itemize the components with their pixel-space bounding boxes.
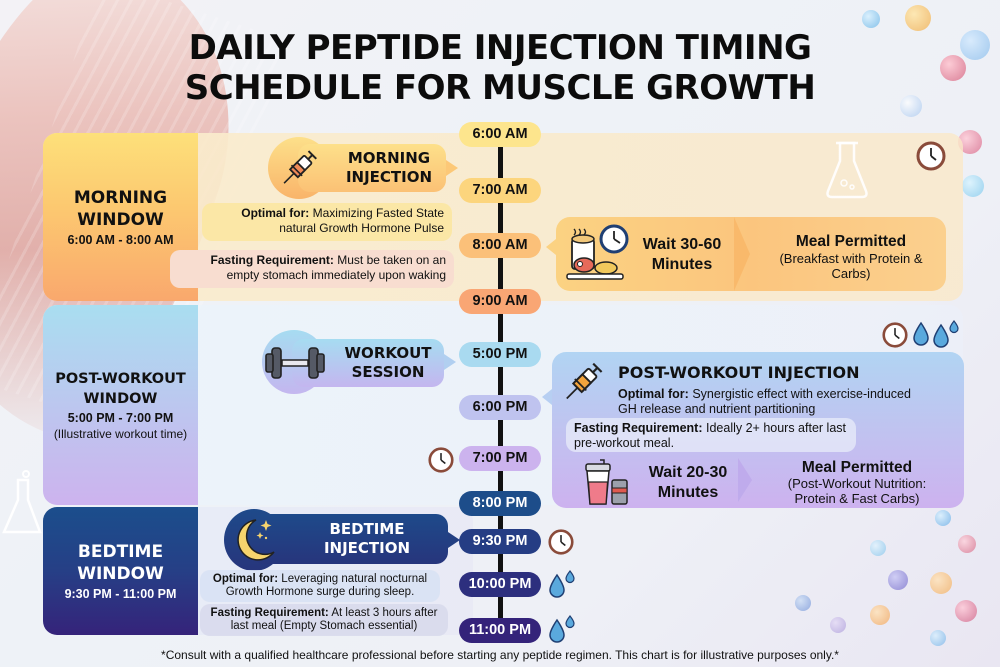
optimal-label: Optimal for: — [618, 387, 689, 401]
time-marker: 7:00 PM — [459, 446, 541, 471]
post-workout-fasting-text-2: pre-workout meal. — [574, 436, 675, 450]
morning-optimal-text-1: Maximizing Fasted State — [312, 206, 444, 220]
morning-window-label: MORNING WINDOW 6:00 AM - 8:00 AM — [43, 133, 198, 301]
water-drops-icon — [549, 570, 575, 598]
post-workout-injection-title: POST-WORKOUT INJECTION — [618, 363, 860, 382]
clock-icon — [882, 322, 908, 348]
flask-decoration-icon — [826, 141, 868, 199]
fasting-label: Fasting Requirement: — [210, 253, 334, 267]
morning-fasting-requirement: Fasting Requirement: Must be taken on an… — [170, 250, 454, 288]
post-workout-meal-title: Meal Permitted — [801, 459, 913, 476]
morning-injection-callout: MORNING INJECTION — [268, 137, 458, 199]
time-marker: 11:00 PM — [459, 618, 541, 643]
post-workout-wait-text-2: Minutes — [657, 484, 719, 501]
post-workout-window-note: (Illustrative workout time) — [53, 427, 188, 441]
post-workout-optimal-for: Optimal for: Synergistic effect with exe… — [618, 387, 911, 417]
time-marker: 8:00 PM — [459, 491, 541, 516]
clock-icon — [428, 447, 454, 473]
timeline-axis — [498, 140, 503, 640]
fasting-label: Fasting Requirement: — [574, 421, 703, 435]
morning-window-title-2: WINDOW — [77, 210, 164, 230]
bedtime-injection-title-1: BEDTIME — [329, 520, 405, 538]
time-marker: 5:00 PM — [459, 342, 541, 367]
time-marker: 6:00 PM — [459, 395, 541, 420]
post-workout-window-range: 5:00 PM - 7:00 PM — [67, 411, 174, 425]
bedtime-fasting-requirement: Fasting Requirement: At least 3 hours af… — [200, 604, 448, 636]
bedtime-window-label: BEDTIME WINDOW 9:30 PM - 11:00 PM — [43, 507, 198, 635]
water-drop-icon — [913, 321, 929, 346]
bedtime-window-range: 9:30 PM - 11:00 PM — [64, 587, 177, 601]
page-title: DAILY PEPTIDE INJECTION TIMING SCHEDULE … — [0, 28, 1000, 108]
arrow-right-icon — [738, 458, 752, 502]
dumbbell-icon — [265, 347, 325, 379]
moon-stars-icon — [237, 519, 275, 561]
protein-shaker-icon — [585, 459, 628, 505]
post-workout-meal-sub-2: Protein & Fast Carbs) — [794, 491, 920, 506]
post-workout-optimal-text-2: GH release and nutrient partitioning — [618, 402, 816, 416]
bedtime-fasting-text-1: At least 3 hours after — [331, 607, 438, 619]
morning-fasting-text-2: empty stomach immediately upon waking — [226, 268, 446, 282]
meal-clock-icon — [566, 224, 629, 280]
post-workout-window-title-2: WINDOW — [83, 391, 158, 407]
post-workout-status-icons — [882, 320, 962, 348]
workout-session-title-1: WORKOUT — [344, 344, 432, 362]
post-workout-wait-text-1: Wait 20-30 — [648, 464, 728, 481]
morning-optimal-for: Optimal for: Maximizing Fasted State nat… — [202, 203, 452, 241]
morning-meal-title: Meal Permitted — [795, 233, 907, 250]
post-workout-meal-sub-1: (Post-Workout Nutrition: — [787, 476, 927, 491]
morning-optimal-text-2: natural Growth Hormone Pulse — [279, 221, 444, 235]
flask-decoration-icon — [2, 470, 42, 534]
bedtime-optimal-text-2: Growth Hormone surge during sleep. — [225, 586, 415, 598]
post-workout-injection-card: POST-WORKOUT INJECTION Optimal for: Syne… — [542, 352, 964, 508]
time-marker: 9:00 AM — [459, 289, 541, 314]
water-drops-icon — [933, 320, 959, 348]
time-marker: 10:00 PM — [459, 572, 541, 597]
morning-window-title-1: MORNING — [73, 188, 168, 208]
title-line-2: SCHEDULE FOR MUSCLE GROWTH — [184, 68, 816, 108]
bedtime-window-title-2: WINDOW — [77, 564, 164, 584]
post-workout-fasting-text-1: Ideally 2+ hours after last — [705, 421, 846, 435]
disclaimer-footer: *Consult with a qualified healthcare pro… — [161, 648, 839, 662]
morning-window-range: 6:00 AM - 8:00 AM — [67, 233, 174, 247]
morning-wait-text-2: Minutes — [651, 256, 713, 273]
time-marker: 6:00 AM — [459, 122, 541, 147]
bedtime-optimal-for: Optimal for: Leveraging natural nocturna… — [200, 570, 440, 602]
time-marker: 7:00 AM — [459, 178, 541, 203]
bedtime-injection-callout: BEDTIME INJECTION — [224, 509, 460, 571]
bedtime-optimal-text-1: Leveraging natural nocturnal — [281, 573, 428, 585]
bedtime-fasting-text-2: last meal (Empty Stomach essential) — [230, 620, 418, 632]
clock-icon — [916, 141, 946, 171]
optimal-label: Optimal for: — [212, 573, 279, 585]
fasting-label: Fasting Requirement: — [210, 607, 329, 619]
morning-fasting-text-1: Must be taken on an — [337, 253, 446, 267]
syringe-icon — [566, 362, 603, 400]
time-marker: 8:00 AM — [459, 233, 541, 258]
optimal-label: Optimal for: — [241, 206, 310, 220]
morning-injection-title-1: MORNING — [347, 149, 431, 167]
clock-icon — [548, 529, 574, 555]
morning-meal-sub-1: (Breakfast with Protein & — [779, 251, 923, 266]
arrow-right-icon — [734, 217, 750, 291]
morning-injection-title-2: INJECTION — [345, 168, 433, 186]
post-workout-window-title-1: POST-WORKOUT — [55, 371, 186, 387]
workout-session-title-2: SESSION — [351, 363, 425, 381]
post-workout-optimal-text-1: Synergistic effect with exercise-induced — [692, 387, 911, 401]
post-workout-fasting-requirement: Fasting Requirement: Ideally 2+ hours af… — [566, 418, 856, 452]
morning-meal-sub-2: Carbs) — [831, 266, 871, 281]
morning-wait-text-1: Wait 30-60 — [642, 236, 722, 253]
post-workout-window-label: POST-WORKOUT WINDOW 5:00 PM - 7:00 PM (I… — [43, 305, 198, 505]
workout-session-callout: WORKOUT SESSION — [262, 330, 456, 394]
bedtime-window-title-1: BEDTIME — [77, 542, 164, 562]
title-line-1: DAILY PEPTIDE INJECTION TIMING — [188, 28, 812, 68]
morning-meal-card: Wait 30-60 Minutes Meal Permitted (Break… — [546, 217, 946, 291]
water-drops-icon — [549, 615, 575, 643]
syringe-icon — [283, 150, 317, 184]
time-marker: 9:30 PM — [459, 529, 541, 554]
bedtime-injection-title-2: INJECTION — [323, 539, 411, 557]
